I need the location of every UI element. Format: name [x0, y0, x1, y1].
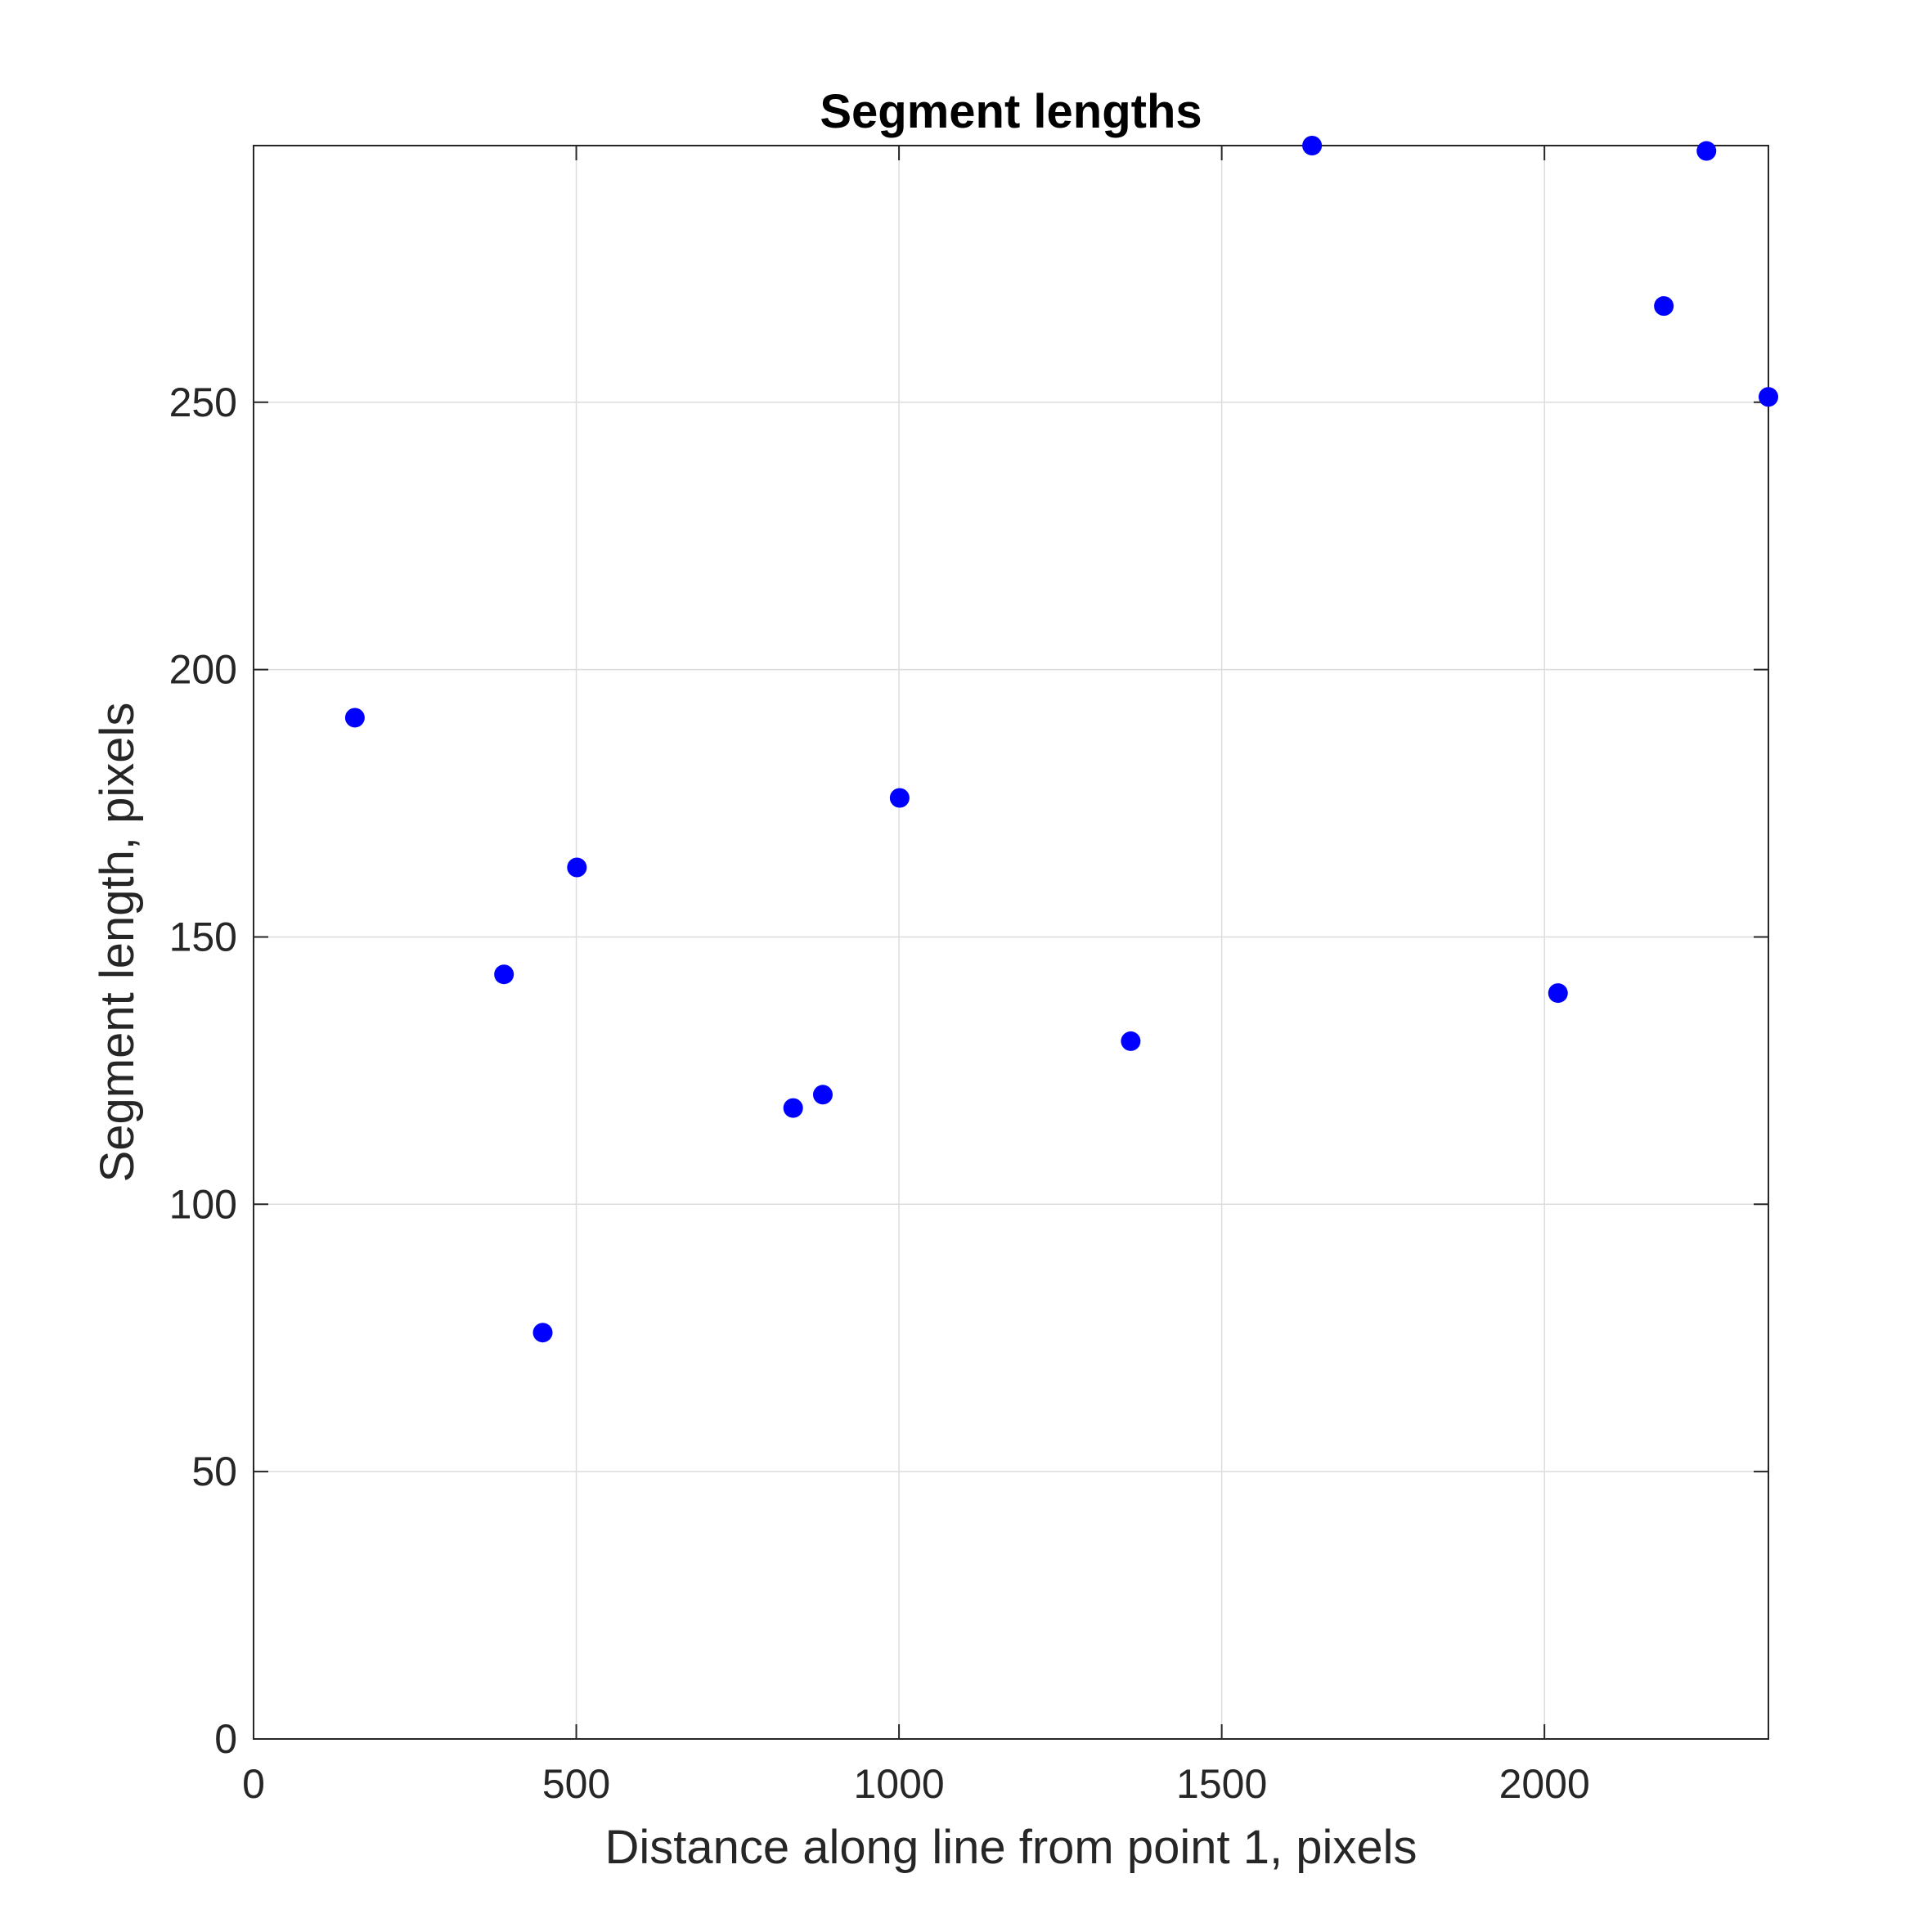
data-point [1121, 1031, 1141, 1051]
y-tick-label: 150 [169, 914, 237, 959]
data-point [812, 1085, 833, 1105]
data-point [1302, 136, 1323, 155]
data-points [344, 136, 1778, 1343]
tick-marks [253, 146, 1768, 1740]
x-tick-label: 1000 [853, 1761, 944, 1807]
x-tick-labels: 0 500 1000 1500 2000 [242, 1761, 1590, 1807]
x-tick-label: 0 [242, 1761, 265, 1807]
y-tick-labels: 0 50 100 150 200 250 [169, 380, 237, 1762]
grid-lines [254, 146, 1768, 1739]
data-point [783, 1098, 803, 1118]
x-axis-label: Distance along line from point 1, pixels [605, 1821, 1418, 1874]
data-point [1654, 296, 1674, 317]
data-point [1696, 141, 1717, 161]
y-tick-label: 0 [214, 1716, 237, 1762]
chart-title: Segment lengths [820, 85, 1202, 138]
x-tick-label: 2000 [1499, 1761, 1590, 1807]
y-tick-label: 250 [169, 380, 237, 425]
data-point [344, 708, 365, 728]
data-point [494, 964, 514, 985]
x-tick-label: 1500 [1176, 1761, 1267, 1807]
plot-area-border [253, 145, 1769, 1740]
x-tick-label: 500 [542, 1761, 610, 1807]
y-tick-label: 50 [191, 1449, 237, 1494]
y-axis-label: Segment length, pixels [91, 703, 144, 1183]
data-point [1548, 983, 1568, 1004]
data-point [889, 788, 910, 808]
data-point [1759, 387, 1778, 407]
y-tick-label: 100 [169, 1181, 237, 1227]
y-tick-label: 200 [169, 647, 237, 693]
data-point [567, 857, 587, 878]
data-point [532, 1323, 553, 1343]
